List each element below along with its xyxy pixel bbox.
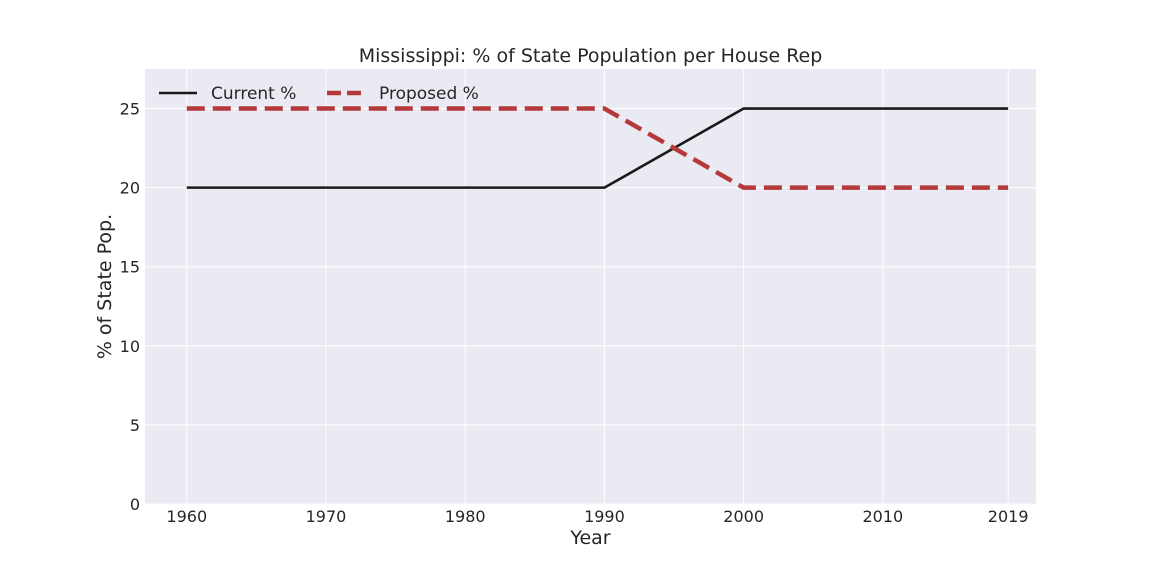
y-tick-label: 5 (130, 416, 140, 435)
y-axis-ticks: 0 5 10 15 20 25 (120, 100, 140, 514)
x-axis-ticks: 1960 1970 1980 1990 2000 2010 2019 (166, 507, 1028, 526)
x-tick-label: 2019 (988, 507, 1029, 526)
x-tick-label: 1970 (306, 507, 347, 526)
series-lines (186, 106, 1009, 190)
y-tick-label: 0 (130, 495, 140, 514)
x-tick-label: 2000 (723, 507, 764, 526)
y-tick-label: 25 (120, 100, 140, 119)
legend-label: Proposed % (379, 84, 479, 104)
y-tick-label: 15 (120, 258, 140, 277)
chart-title: Mississippi: % of State Population per H… (359, 45, 823, 67)
x-tick-label: 1980 (445, 507, 486, 526)
x-tick-label: 1990 (584, 507, 625, 526)
legend: Current % Proposed % (159, 84, 479, 104)
legend-label: Current % (211, 84, 296, 104)
series-line-current (186, 107, 1009, 189)
x-tick-label: 2010 (863, 507, 904, 526)
y-axis-label: % of State Pop. (94, 214, 116, 359)
series-line-proposed (186, 106, 1009, 190)
y-tick-label: 10 (120, 337, 140, 356)
plot-area (145, 69, 1036, 504)
x-tick-label: 1960 (166, 507, 207, 526)
x-axis-label: Year (569, 527, 610, 549)
y-tick-label: 20 (120, 179, 140, 198)
